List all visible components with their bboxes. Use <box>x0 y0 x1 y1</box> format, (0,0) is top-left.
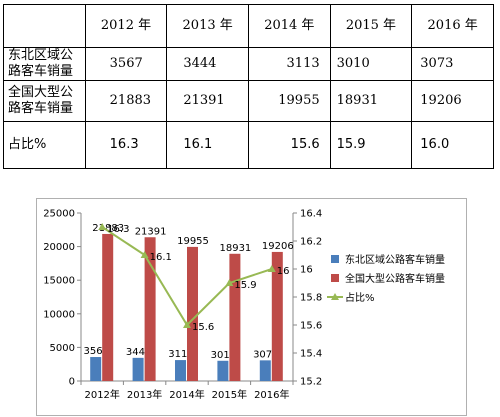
x-tick-label: 2015年 <box>212 388 247 401</box>
header-2012: 2012 年 <box>84 4 168 48</box>
y-tick-label: 0 <box>69 377 75 388</box>
line-point-marker <box>225 279 234 286</box>
header-2015: 2015 年 <box>329 4 413 48</box>
y-tick-label: 20000 <box>43 242 75 253</box>
cell: 3010 <box>329 47 413 81</box>
bar-data-label: 21391 <box>135 226 167 237</box>
x-tick-label: 2012年 <box>84 388 119 401</box>
bar-data-label: 3567 <box>83 346 108 357</box>
y2-tick-label: 15.8 <box>300 293 322 304</box>
header-2013: 2013 年 <box>166 4 249 48</box>
cell: 3567 <box>84 47 168 81</box>
line-data-label: 16 <box>277 266 290 277</box>
table-header-row: 2012 年 2013 年 2014 年 2015 年 2016 年 <box>3 4 494 48</box>
cell: 3113 <box>247 47 331 81</box>
cell: 3073 <box>411 47 494 81</box>
line-point-marker <box>98 223 107 230</box>
line-point-marker <box>267 265 276 272</box>
data-table: 2012 年 2013 年 2014 年 2015 年 2016 年 东北区域公… <box>3 4 494 169</box>
bar-data-label: 3010 <box>211 350 236 361</box>
x-tick-label: 2016年 <box>254 388 289 401</box>
bar <box>102 233 114 381</box>
bar <box>217 360 229 381</box>
table-corner-cell <box>3 4 86 48</box>
legend-label: 全国大型公路客车销量 <box>345 272 445 285</box>
y2-tick-label: 15.6 <box>300 321 322 332</box>
row-label-ratio: 占比% <box>3 121 86 169</box>
bar <box>144 237 156 381</box>
y2-tick-label: 15.2 <box>300 377 322 388</box>
legend-label: 东北区域公路客车销量 <box>345 253 445 266</box>
cell: 16.1 <box>166 121 249 169</box>
table-row: 全国大型公路客车销量 21883 21391 19955 18931 19206 <box>3 80 494 122</box>
bar-data-label: 3073 <box>253 349 278 360</box>
x-tick-label: 2014年 <box>169 388 204 401</box>
bar-data-label: 21883 <box>92 223 124 234</box>
table-row: 占比% 16.3 16.1 15.6 15.9 16.0 <box>3 121 494 169</box>
legend-label: 占比% <box>345 291 375 304</box>
cell: 3444 <box>166 47 249 81</box>
x-tick-label: 2013年 <box>127 388 162 401</box>
cell: 16.0 <box>411 121 494 169</box>
bar-data-label: 19206 <box>262 241 294 252</box>
bar-data-label: 3444 <box>126 347 151 358</box>
cell: 16.3 <box>84 121 168 169</box>
y2-tick-label: 15.4 <box>300 349 322 360</box>
line-point-marker <box>140 251 149 258</box>
bar <box>259 360 271 381</box>
legend-swatch <box>331 274 339 282</box>
cell: 21391 <box>166 80 249 122</box>
line-data-label: 15.6 <box>192 322 214 333</box>
legend-swatch-marker <box>331 293 339 300</box>
bar <box>175 360 186 381</box>
line-data-label: 16.1 <box>150 252 172 263</box>
cell: 21883 <box>84 80 168 122</box>
bar <box>229 253 241 381</box>
header-2014: 2014 年 <box>247 4 331 48</box>
line-point-marker <box>183 321 191 328</box>
bar <box>187 246 198 381</box>
cell: 19206 <box>411 80 494 122</box>
legend-swatch <box>331 255 339 263</box>
combo-chart: 0 5000 10000 15000 20000 25000 15.2 15.4 15.6 15.… <box>43 209 445 402</box>
bar <box>132 357 144 381</box>
bar-data-label: 18931 <box>219 243 251 254</box>
bar-data-label: 3113 <box>168 349 193 360</box>
y-tick-label: 10000 <box>43 309 75 320</box>
line-data-label: 16.3 <box>107 224 129 235</box>
y2-tick-label: 16.2 <box>300 237 322 248</box>
bar-data-label: 19955 <box>177 236 209 247</box>
table-row: 东北区域公路客车销量 3567 3444 3113 3010 3073 <box>3 47 494 81</box>
chart-frame: 0 5000 10000 15000 20000 25000 15.2 15.4 15.6 15.… <box>36 198 467 416</box>
line-data-label: 15.9 <box>234 280 256 291</box>
bar <box>271 251 283 381</box>
y-tick-label: 5000 <box>50 343 75 354</box>
bar <box>90 357 102 381</box>
header-2016: 2016 年 <box>411 4 494 48</box>
cell: 15.9 <box>329 121 413 169</box>
cell: 19955 <box>247 80 331 122</box>
cell: 15.6 <box>247 121 331 169</box>
y2-tick-label: 16 <box>300 265 313 276</box>
y2-tick-label: 16.4 <box>300 209 322 220</box>
row-label-national: 全国大型公路客车销量 <box>3 80 86 122</box>
cell: 18931 <box>329 80 413 122</box>
row-label-northeast: 东北区域公路客车销量 <box>3 47 86 81</box>
y-tick-label: 25000 <box>43 209 75 220</box>
y-tick-label: 15000 <box>43 276 75 287</box>
